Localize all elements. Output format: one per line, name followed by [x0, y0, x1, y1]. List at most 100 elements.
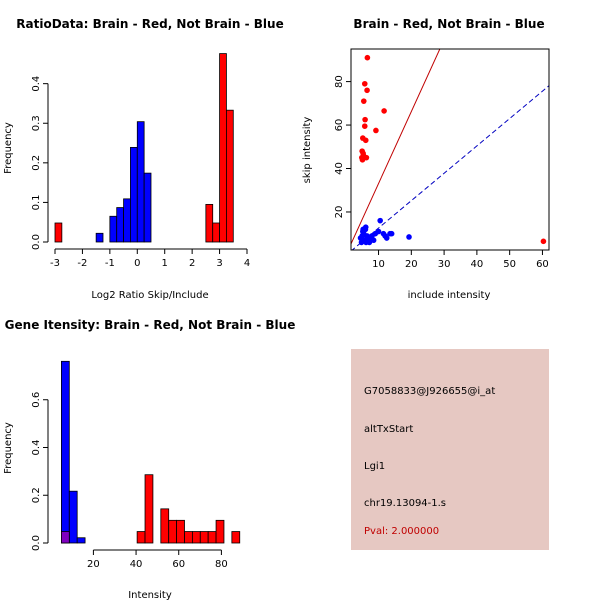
gene-histogram-bar-not-brain — [61, 360, 70, 544]
ratio-histogram-x-tick-label: -1 — [105, 258, 115, 269]
ratio-histogram-x-tick-label: 2 — [189, 258, 195, 269]
ratio-histogram-bar-brain — [205, 203, 214, 243]
not-brain-point — [375, 228, 382, 235]
scatter-x-tick-label: 10 — [372, 259, 385, 270]
pvalue: Pval: 2.000000 — [364, 526, 440, 537]
ratio-histogram-bar-not-brain — [136, 121, 145, 243]
ratio-histogram-bar-not-brain — [143, 172, 152, 243]
scatter-x-tick-label: 50 — [503, 259, 516, 270]
scatter-ylabel: skip intensity — [302, 117, 313, 184]
intensity-scatter: Brain - Red, Not Brain - Blue include in… — [302, 17, 550, 301]
ratio-histogram-x-tick-label: 0 — [134, 258, 140, 269]
not-brain-point — [370, 237, 377, 244]
ratio-histogram-bar-brain — [212, 222, 220, 243]
gene-histogram-bar-brain — [61, 531, 70, 544]
ratio-histogram: RatioData: Brain - Red, Not Brain - Blue… — [3, 17, 284, 301]
ratio-histogram-x-tick-label: 3 — [216, 258, 222, 269]
brain-reference-line — [351, 49, 441, 245]
ratio-histogram-bar-brain — [226, 109, 234, 243]
gene-histogram-bar-not-brain — [76, 537, 86, 544]
ratio-histogram-bar-not-brain — [123, 198, 131, 243]
ratio-histogram-bar-not-brain — [130, 146, 138, 243]
gene-histogram-bar-brain — [231, 531, 241, 544]
ratio-histogram-y-tick-label: 0.2 — [31, 155, 42, 171]
scatter-x-tick-label: 20 — [405, 259, 418, 270]
gene-histogram-x-tick-label: 20 — [87, 559, 100, 570]
brain-point — [364, 54, 371, 61]
ratio-histogram-bar-not-brain — [109, 215, 118, 243]
gene-histogram-bar-brain — [176, 519, 185, 544]
not-brain-point — [388, 230, 395, 237]
scatter-plot-frame — [350, 48, 550, 251]
gene-histogram-y-tick-label: 0.6 — [31, 392, 42, 408]
ratio-histogram-bar-not-brain — [95, 232, 104, 243]
ratio-histogram-xlabel: Log2 Ratio Skip/Include — [91, 290, 208, 301]
not-brain-point — [366, 239, 373, 246]
gene-histogram-y-tick-label: 0.4 — [31, 440, 42, 456]
ratio-histogram-y-tick-label: 0.4 — [31, 76, 42, 92]
scatter-title: Brain - Red, Not Brain - Blue — [353, 17, 544, 31]
gene-histogram-bar-brain — [207, 531, 217, 544]
brain-point — [363, 154, 370, 161]
brain-point — [381, 108, 387, 114]
gene-name: Lgi1 — [364, 461, 386, 472]
gene-intensity-histogram: Gene Itensity: Brain - Red, Not Brain - … — [3, 318, 295, 600]
gene-histogram-bar-brain — [215, 519, 225, 544]
gene-histogram-bar-brain — [136, 531, 146, 544]
gene-histogram-bar-brain — [168, 519, 177, 544]
gene-histogram-bar-brain — [184, 531, 193, 544]
gene-histogram-bar-brain — [199, 531, 209, 544]
brain-point — [364, 87, 370, 94]
ratio-histogram-bar-brain — [219, 53, 227, 243]
probe-info-panel: G7058833@J926655@i_at altTxStart Lgi1 ch… — [351, 349, 549, 550]
ratio-histogram-y-tick-label: 0.1 — [31, 194, 42, 210]
brain-point — [373, 127, 379, 134]
gene-histogram-y-tick-label: 0.2 — [31, 487, 42, 503]
brain-point — [361, 80, 368, 87]
not-brain-point — [383, 235, 390, 241]
scatter-x-tick-label: 60 — [536, 259, 549, 270]
ratio-histogram-ylabel: Frequency — [3, 122, 14, 174]
brain-point — [362, 116, 368, 123]
probe-id: G7058833@J926655@i_at — [364, 386, 496, 397]
gene-histogram-x-tick-label: 40 — [130, 559, 143, 570]
brain-point — [360, 98, 367, 104]
gene-histogram-y-tick-label: 0.0 — [31, 535, 42, 551]
ratio-histogram-x-tick-label: -3 — [50, 258, 60, 269]
not-brain-reference-line — [351, 85, 549, 250]
not-brain-point — [406, 234, 412, 240]
gene-histogram-bar-not-brain — [68, 490, 78, 544]
brain-point — [361, 123, 368, 129]
ratio-histogram-x-tick-label: -2 — [77, 258, 87, 269]
gene-histogram-title: Gene Itensity: Brain - Red, Not Brain - … — [5, 318, 296, 332]
scatter-y-tick-label: 60 — [334, 119, 345, 132]
event-type: altTxStart — [364, 424, 414, 435]
gene-histogram-x-tick-label: 80 — [215, 559, 228, 570]
gene-histogram-ylabel: Frequency — [3, 422, 14, 474]
gene-histogram-bar-brain — [191, 531, 201, 544]
scatter-y-tick-label: 80 — [334, 75, 345, 88]
scatter-x-tick-label: 40 — [471, 259, 484, 270]
brain-point — [362, 137, 369, 144]
scatter-y-tick-label: 40 — [334, 162, 345, 175]
not-brain-point — [362, 224, 369, 230]
ratio-histogram-y-tick-label: 0.3 — [31, 115, 42, 131]
ratio-histogram-x-tick-label: 1 — [162, 258, 168, 269]
brain-point — [540, 238, 547, 245]
ratio-histogram-bar-brain — [54, 222, 63, 243]
scatter-y-tick-label: 20 — [334, 206, 345, 219]
ratio-histogram-title: RatioData: Brain - Red, Not Brain - Blue — [16, 17, 283, 31]
ratio-histogram-y-tick-label: 0.0 — [31, 234, 42, 250]
gene-histogram-bar-brain — [144, 474, 154, 544]
genomic-location: chr19.13094-1.s — [364, 498, 447, 509]
gene-histogram-x-tick-label: 60 — [172, 559, 185, 570]
not-brain-point — [365, 235, 371, 241]
gene-histogram-xlabel: Intensity — [128, 590, 172, 600]
not-brain-point — [377, 217, 383, 224]
gene-histogram-bar-brain — [160, 508, 170, 544]
scatter-x-tick-label: 30 — [438, 259, 451, 270]
ratio-histogram-bar-not-brain — [116, 207, 124, 243]
ratio-histogram-x-tick-label: 4 — [244, 258, 250, 269]
scatter-xlabel: include intensity — [408, 290, 491, 301]
